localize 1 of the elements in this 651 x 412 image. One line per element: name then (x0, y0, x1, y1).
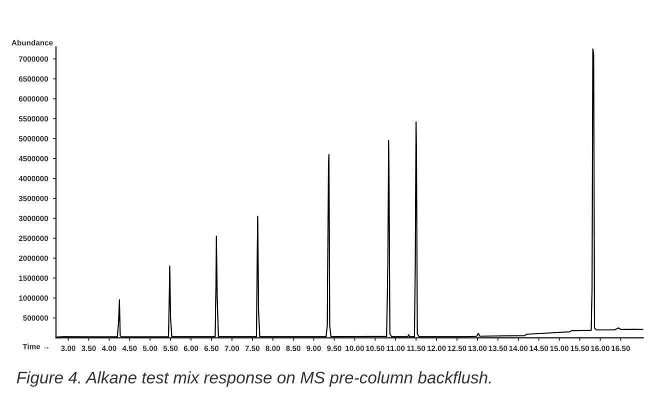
caption: Figure 4. Alkane test mix response on MS pre-column backflush. (16, 371, 491, 387)
